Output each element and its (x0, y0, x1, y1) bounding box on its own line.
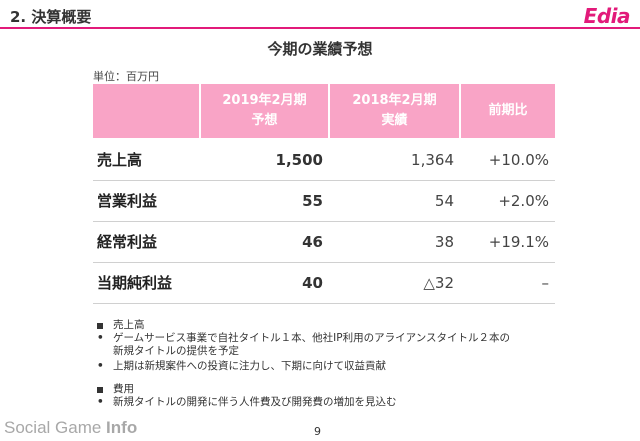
list-item-line: 新規タイトルの提供を予定 (113, 345, 239, 357)
table-row-sales: 売上高 1,500 1,364 +10.0% (93, 138, 555, 181)
forecast-value: 1,500 (200, 138, 329, 181)
forecast-table: 2019年2月期 予想 2018年2月期 実績 前期比 売上高 1,500 1,… (93, 84, 555, 304)
table-row-net-income: 当期純利益 40 △32 – (93, 262, 555, 304)
row-label: 営業利益 (93, 180, 200, 222)
header-forecast: 2019年2月期 予想 (200, 84, 330, 140)
watermark-text: Social Game (4, 418, 107, 437)
forecast-value: 46 (200, 221, 329, 263)
yoy-value: – (460, 262, 555, 304)
list-item-line: ゲームサービス事業で自社タイトル１本、他社IP利用のアライアンスタイトル２本の (113, 332, 510, 344)
watermark: Social Game Info (4, 418, 137, 438)
row-label: 売上高 (93, 138, 200, 181)
forecast-value: 55 (200, 180, 329, 222)
header-divider (0, 27, 640, 29)
note-heading-text: 売上高 (113, 319, 145, 331)
list-item: • 上期は新規案件への投資に注力し、下期に向けて収益貢献 (97, 360, 510, 373)
header-actual-period: 2018年2月期 (352, 93, 437, 108)
table-row-operating-income: 営業利益 55 54 +2.0% (93, 180, 555, 222)
header-actual: 2018年2月期 実績 (329, 84, 461, 140)
actual-value: 54 (329, 180, 460, 222)
list-item-text: ゲームサービス事業で自社タイトル１本、他社IP利用のアライアンスタイトル２本の … (113, 332, 510, 358)
header-blank-cell (93, 84, 201, 140)
header-yoy-label: 前期比 (488, 103, 528, 118)
page-number: 9 (314, 425, 321, 438)
header-actual-type: 実績 (381, 113, 408, 128)
table-header-row: 2019年2月期 予想 2018年2月期 実績 前期比 (93, 84, 555, 140)
slide-title: 今期の業績予想 (267, 40, 373, 58)
unit-label: 単位：百万円 (93, 70, 159, 83)
list-item: • 新規タイトルの開発に伴う人件費及び開発費の増加を見込む (97, 396, 510, 409)
notes-section: 売上高 • ゲームサービス事業で自社タイトル１本、他社IP利用のアライアンスタイ… (97, 319, 510, 409)
header-forecast-period: 2019年2月期 (222, 93, 307, 108)
actual-value: 38 (329, 221, 460, 263)
list-item-line: 新規タイトルの開発に伴う人件費及び開発費の増加を見込む (113, 396, 397, 408)
forecast-value: 40 (200, 262, 329, 304)
note-heading-text: 費用 (113, 383, 134, 395)
header-yoy: 前期比 (460, 84, 555, 140)
header-forecast-type: 予想 (251, 113, 278, 128)
note-heading-costs: 費用 (97, 383, 510, 396)
square-bullet-icon (97, 386, 103, 393)
list-item: • ゲームサービス事業で自社タイトル１本、他社IP利用のアライアンスタイトル２本… (97, 332, 510, 358)
square-bullet-icon (97, 322, 103, 329)
yoy-value: +19.1% (460, 221, 555, 263)
company-logo: Edia (583, 4, 631, 28)
table-row-ordinary-income: 経常利益 46 38 +19.1% (93, 221, 555, 263)
bullet-icon: • (97, 396, 104, 408)
row-label: 当期純利益 (93, 262, 200, 304)
actual-value: 1,364 (329, 138, 460, 181)
yoy-value: +2.0% (460, 180, 555, 222)
bullet-icon: • (97, 360, 104, 372)
actual-value: △32 (329, 262, 460, 304)
list-item-line: 上期は新規案件への投資に注力し、下期に向けて収益貢献 (113, 360, 386, 372)
row-label: 経常利益 (93, 221, 200, 263)
bullet-icon: • (97, 332, 104, 344)
note-heading-sales: 売上高 (97, 319, 510, 332)
watermark-text-bold: Info (106, 418, 138, 437)
section-title: 2. 決算概要 (10, 8, 92, 26)
yoy-value: +10.0% (460, 138, 555, 181)
